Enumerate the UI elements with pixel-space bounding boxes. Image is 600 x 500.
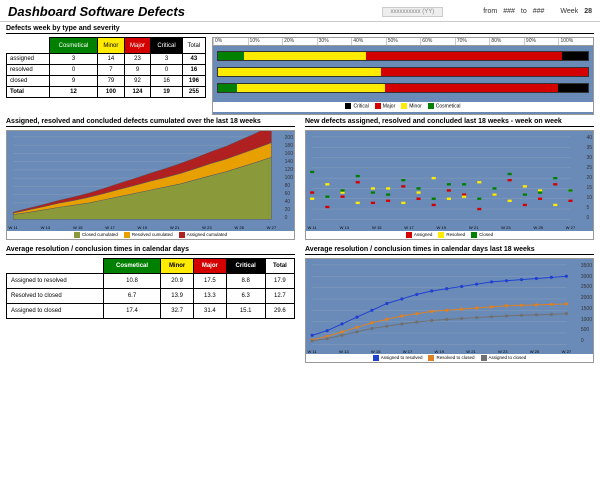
svg-text:W 15: W 15: [73, 225, 83, 230]
filter-tab[interactable]: xxxxxxxxxx (YY): [382, 7, 444, 17]
svg-text:W 25: W 25: [234, 225, 244, 230]
date-range: from ### to ### Week 28: [483, 8, 592, 15]
line-chart: W 11W 13W 15W 17W 19W 21W 23W 25W 27 350…: [305, 258, 594, 363]
svg-text:W 11: W 11: [308, 225, 318, 230]
sec2a-title: Assigned, resolved and concluded defects…: [6, 118, 295, 127]
svg-text:W 27: W 27: [267, 225, 277, 230]
svg-text:W 15: W 15: [372, 225, 382, 230]
area-chart: W 11W 13W 15W 17W 19W 21W 23W 25W 27 200…: [6, 130, 295, 240]
svg-text:W 21: W 21: [170, 225, 180, 230]
svg-text:W 17: W 17: [105, 225, 115, 230]
svg-text:W 19: W 19: [138, 225, 148, 230]
svg-text:W 11: W 11: [9, 225, 19, 230]
stacked-bar-chart: 0%10%20%30%40%50%60%70%80%90%100% Critic…: [212, 37, 594, 115]
page-title: Dashboard Software Defects: [8, 4, 185, 19]
header: Dashboard Software Defects xxxxxxxxxx (Y…: [0, 0, 600, 22]
svg-text:W 23: W 23: [202, 225, 212, 230]
sec2b-title: New defects assigned, resolved and concl…: [305, 118, 594, 127]
sec3b-title: Average resolution / conclusion times in…: [305, 246, 594, 255]
svg-text:W 17: W 17: [404, 225, 414, 230]
resolution-table: Cosmetical Minor Major Critical Total As…: [6, 258, 295, 319]
sec1-title: Defects week by type and severity: [6, 25, 594, 34]
svg-text:W 25: W 25: [533, 225, 543, 230]
svg-text:W 13: W 13: [340, 225, 350, 230]
sec3a-title: Average resolution / conclusion times in…: [6, 246, 295, 255]
svg-text:W 23: W 23: [501, 225, 511, 230]
svg-text:W 21: W 21: [469, 225, 479, 230]
scatter-chart: W 11W 13W 15W 17W 19W 21W 23W 25W 27 403…: [305, 130, 594, 240]
svg-text:W 13: W 13: [41, 225, 51, 230]
svg-text:W 27: W 27: [566, 225, 576, 230]
defects-table: Cosmetical Minor Major Critical Total as…: [6, 37, 206, 98]
svg-text:W 19: W 19: [437, 225, 447, 230]
